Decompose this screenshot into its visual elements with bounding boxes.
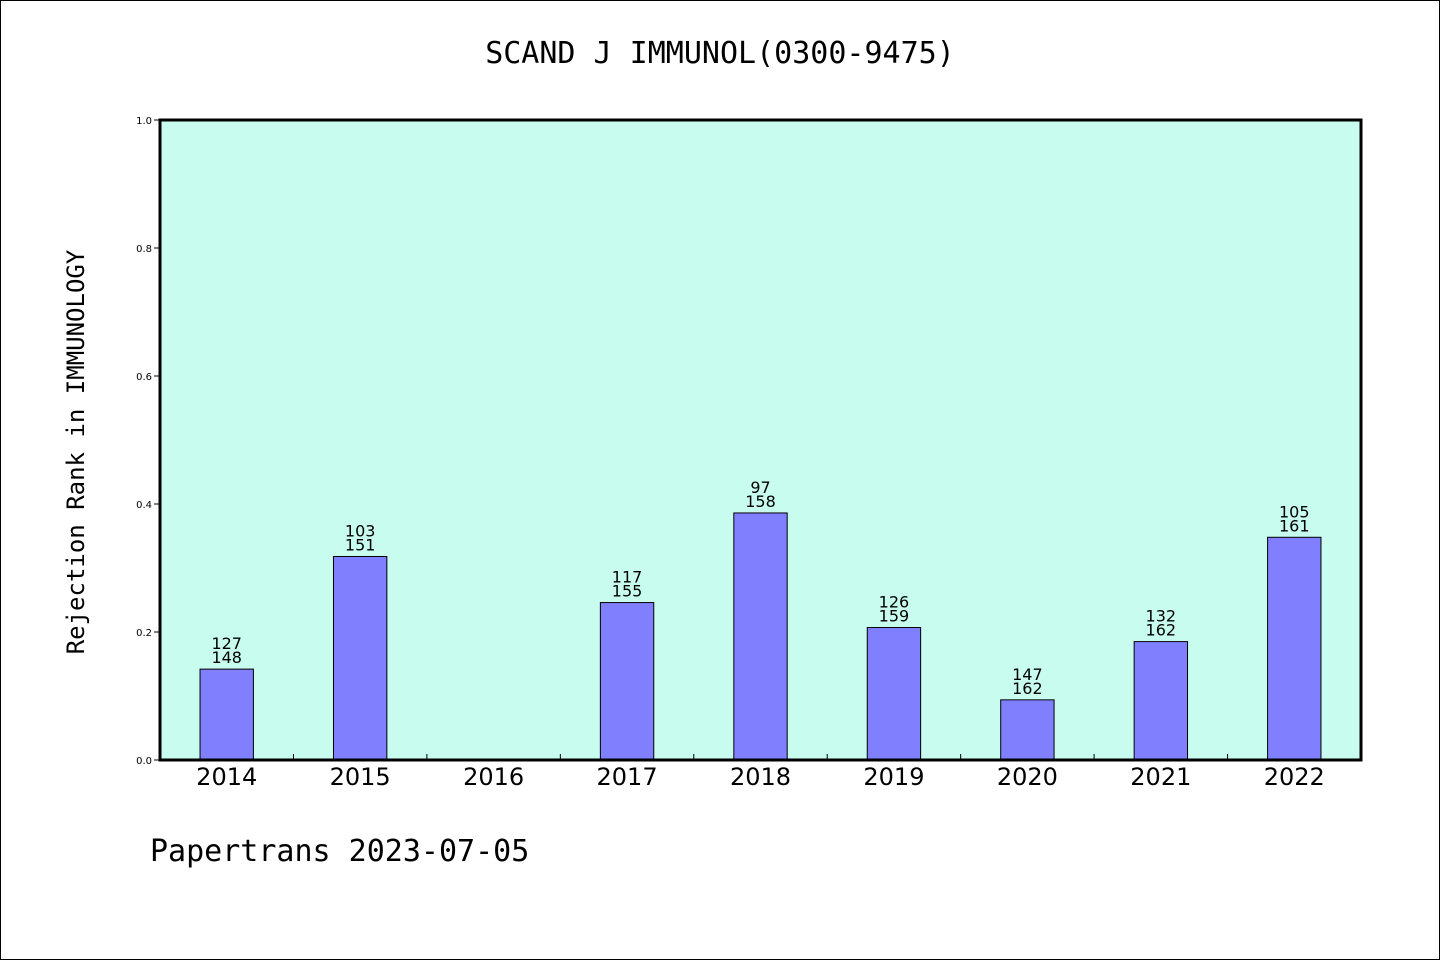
bar-total-label: 148: [211, 648, 242, 667]
bar-total-label: 151: [345, 535, 376, 554]
x-tick-label: 2021: [1130, 763, 1191, 791]
bar-total-label: 155: [612, 582, 643, 601]
x-tick-label: 2022: [1264, 763, 1325, 791]
y-tick-label: 0.0: [136, 756, 152, 767]
plot-border: [158, 118, 1363, 762]
bar-total-label: 162: [1146, 621, 1177, 640]
y-tick-label: 0.6: [136, 372, 152, 383]
y-tick-label: 1.0: [136, 116, 152, 127]
bar-total-label: 159: [879, 607, 910, 626]
bar: [332, 555, 388, 761]
x-tick-label: 2017: [597, 763, 658, 791]
y-tick-label: 0.4: [136, 500, 152, 511]
x-tick-label: 2018: [730, 763, 791, 791]
bar: [599, 602, 655, 761]
chart-title: SCAND J IMMUNOL(0300-9475): [485, 36, 955, 71]
y-tick-label: 0.8: [136, 244, 152, 255]
bar-rank-label: 117: [612, 568, 643, 587]
footer-credit: Papertrans 2023-07-05: [150, 834, 530, 869]
bar-rank-label: 127: [211, 634, 242, 653]
x-tick-label: 2020: [997, 763, 1058, 791]
bar: [1133, 641, 1189, 761]
bar-rank-label: 105: [1279, 502, 1310, 521]
bar: [199, 668, 254, 761]
x-tick-label: 2015: [330, 763, 391, 791]
bar-total-label: 161: [1279, 516, 1310, 535]
x-tick-label: 2016: [463, 763, 524, 791]
bar-total-label: 162: [1012, 679, 1043, 698]
bar-total-label: 158: [745, 492, 776, 511]
bar: [1000, 699, 1055, 761]
bar: [1267, 536, 1322, 761]
bar: [733, 512, 788, 761]
bar-rank-label: 147: [1012, 665, 1043, 684]
y-tick-label: 0.2: [136, 628, 152, 639]
x-tick-label: 2014: [196, 763, 257, 791]
bar-rank-label: 97: [750, 478, 770, 497]
bar-rank-label: 103: [345, 521, 376, 540]
x-tick-label: 2019: [863, 763, 924, 791]
bar-rank-label: 132: [1146, 607, 1177, 626]
bar-rank-label: 126: [879, 593, 910, 612]
bar: [866, 627, 922, 761]
